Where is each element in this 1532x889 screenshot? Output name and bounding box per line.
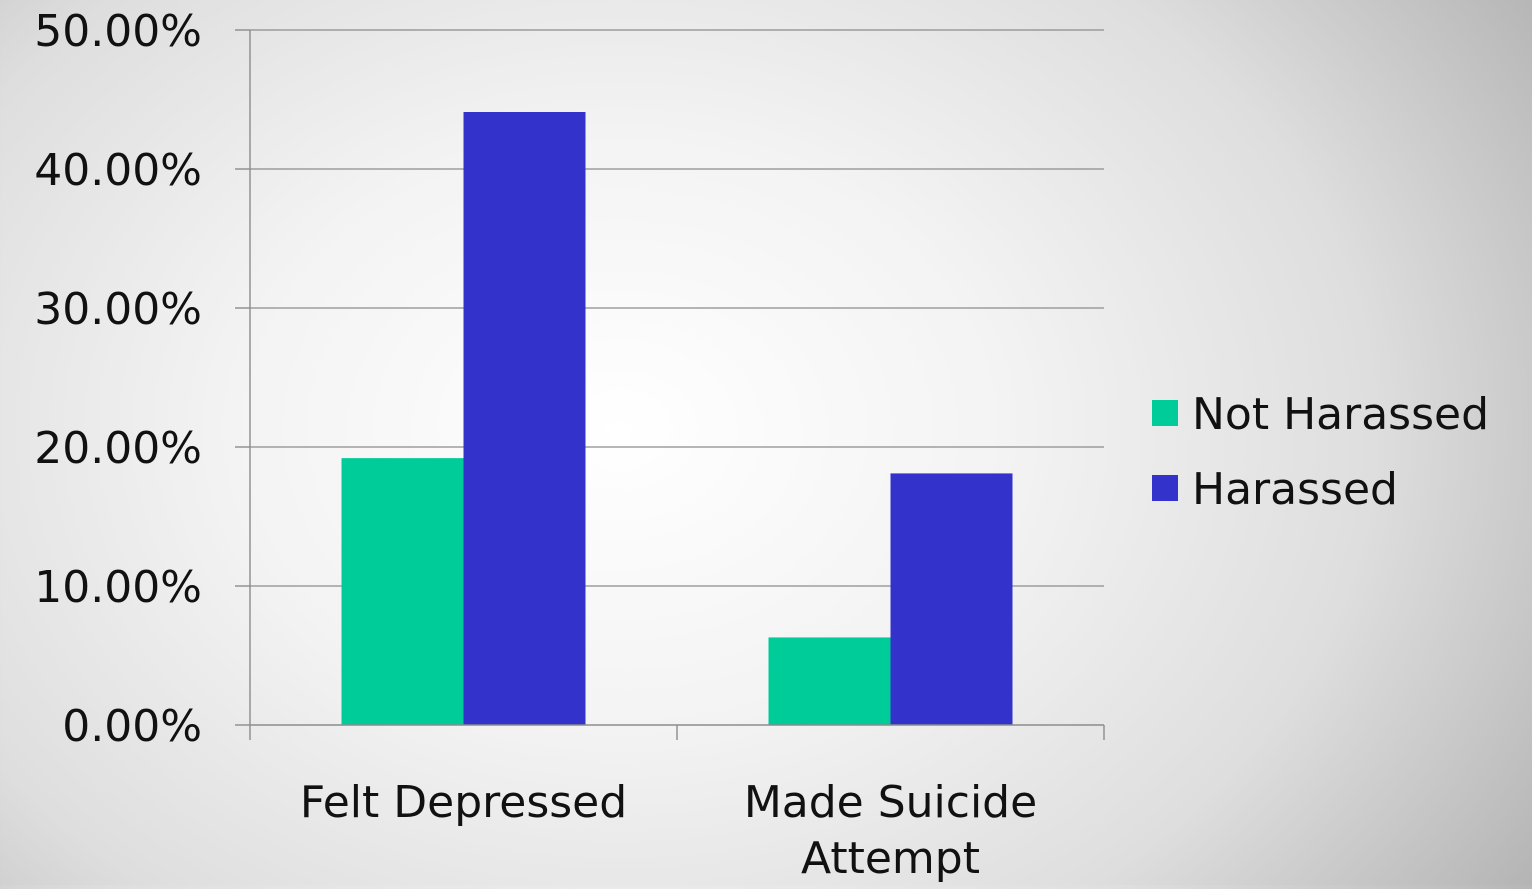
y-axis-tick-labels: 0.00% 10.00% 20.00% 30.00% 40.00% 50.00%	[34, 6, 202, 752]
x-axis-tick-labels: Felt Depressed Made Suicide Attempt	[300, 777, 1037, 884]
y-tick-label: 0.00%	[62, 701, 202, 752]
bar-harassed	[890, 473, 1013, 725]
x-tick-label: Felt Depressed	[300, 777, 627, 828]
y-tick-label: 40.00%	[34, 145, 202, 196]
y-tick-label: 10.00%	[34, 562, 202, 613]
axes	[235, 29, 1105, 740]
y-tick-label: 30.00%	[34, 284, 202, 335]
legend-label: Not Harassed	[1192, 389, 1489, 440]
y-tick-label: 50.00%	[34, 6, 202, 57]
legend-swatch	[1152, 400, 1178, 426]
y-tick-label: 20.00%	[34, 423, 202, 474]
x-tick-label: Made Suicide Attempt	[744, 777, 1037, 884]
legend-label: Harassed	[1192, 464, 1398, 515]
bar-not-harassed	[768, 637, 891, 725]
bars	[341, 112, 1013, 725]
bar-not-harassed	[341, 458, 464, 725]
legend: Not Harassed Harassed	[1152, 389, 1489, 515]
bar-harassed	[463, 112, 586, 725]
legend-swatch	[1152, 475, 1178, 501]
